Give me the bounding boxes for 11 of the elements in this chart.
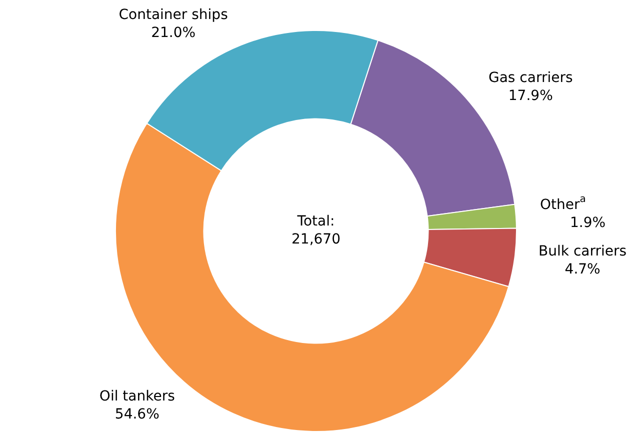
data-label: 21.0%	[151, 25, 196, 42]
text: Total:	[296, 214, 335, 230]
slice-label: Gas carriers	[488, 70, 573, 86]
slice-label: Container ships	[118, 7, 228, 24]
data-label: 1.9%	[570, 215, 606, 232]
text: 21,670	[292, 232, 341, 248]
data-label: 17.9%	[508, 88, 553, 104]
slice-label: Bulk carriers	[538, 244, 627, 260]
slice-label: Oil tankers	[99, 388, 175, 404]
data-label: 4.7%	[564, 262, 600, 278]
data-label: 54.6%	[114, 406, 160, 422]
